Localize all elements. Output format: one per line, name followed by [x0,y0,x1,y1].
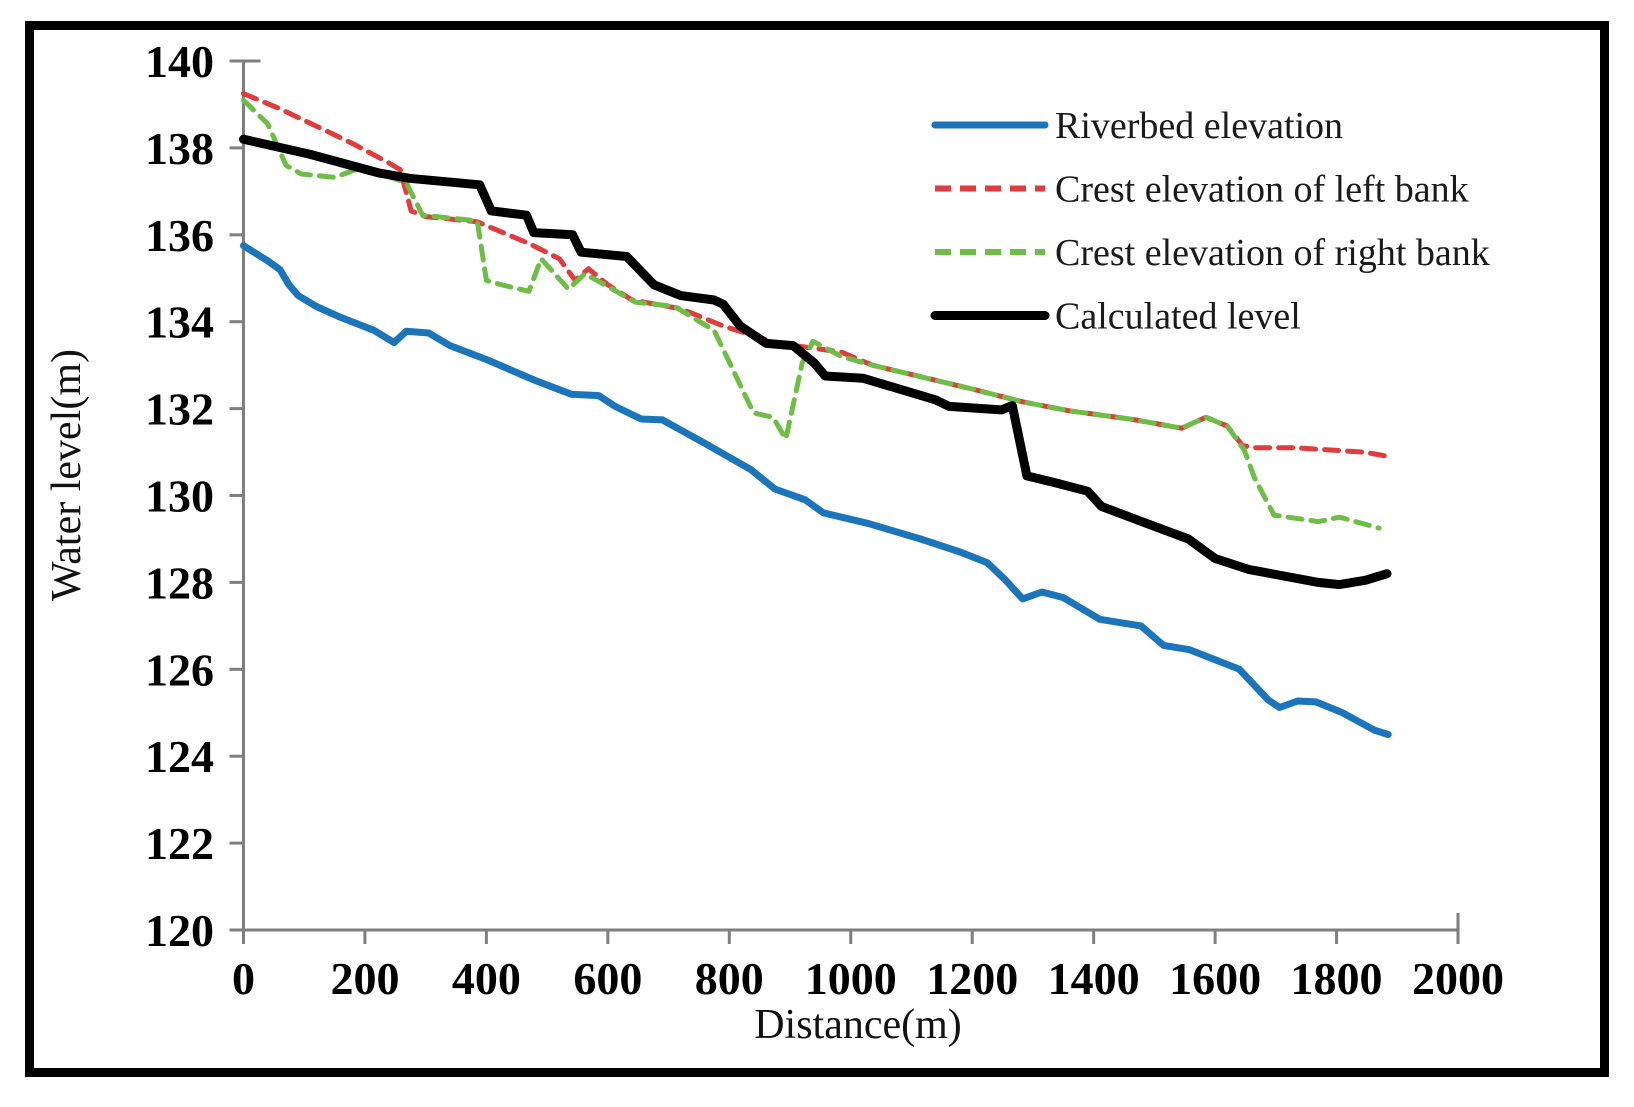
x-axis-title: Distance(m) [754,1002,962,1048]
x-tick-label: 400 [452,953,521,1004]
x-tick-label: 1200 [926,953,1018,1004]
legend-label-crest-elevation-of-right-bank: Crest elevation of right bank [1055,232,1490,274]
y-tick-label: 140 [145,36,214,87]
x-tick-label: 1400 [1048,953,1140,1004]
y-tick-label: 126 [145,644,214,695]
series-crest-elevation-of-left-bank [241,91,1391,459]
legend-item-riverbed-elevation: Riverbed elevation [931,105,1343,147]
x-tick-label: 1800 [1291,953,1383,1004]
y-tick-label: 120 [145,905,214,956]
x-tick-label: 2000 [1412,953,1504,1004]
y-tick-label: 138 [145,123,214,174]
y-tick-label: 134 [145,297,214,348]
x-tick-label: 1000 [805,953,897,1004]
x-tick-label: 0 [232,953,255,1004]
y-tick-label: 132 [145,384,214,435]
legend-label-crest-elevation-of-left-bank: Crest elevation of left bank [1055,169,1469,211]
series-riverbed-elevation [240,242,1392,738]
figure-border [25,21,1609,1077]
data-series [239,91,1392,738]
legend-item-crest-elevation-of-left-bank: Crest elevation of left bank [935,169,1469,211]
x-tick-label: 200 [330,953,399,1004]
x-tick-label: 1600 [1169,953,1261,1004]
legend-label-riverbed-elevation: Riverbed elevation [1055,105,1343,147]
legend-label-calculated-level: Calculated level [1055,296,1301,338]
x-tick-label: 600 [573,953,642,1004]
y-tick-label: 128 [145,557,214,608]
legend-item-crest-elevation-of-right-bank: Crest elevation of right bank [935,232,1490,274]
x-tick-label: 800 [695,953,764,1004]
y-tick-label: 124 [145,731,214,782]
y-tick-label: 130 [145,471,214,522]
y-tick-label: 122 [145,818,214,869]
legend: Riverbed elevation Crest elevation of lef… [930,105,1490,338]
y-tick-label: 136 [145,210,214,261]
legend-item-calculated-level: Calculated level [930,296,1301,338]
series-calculated-level [239,134,1392,590]
y-axis-title: Water level(m) [44,349,90,601]
